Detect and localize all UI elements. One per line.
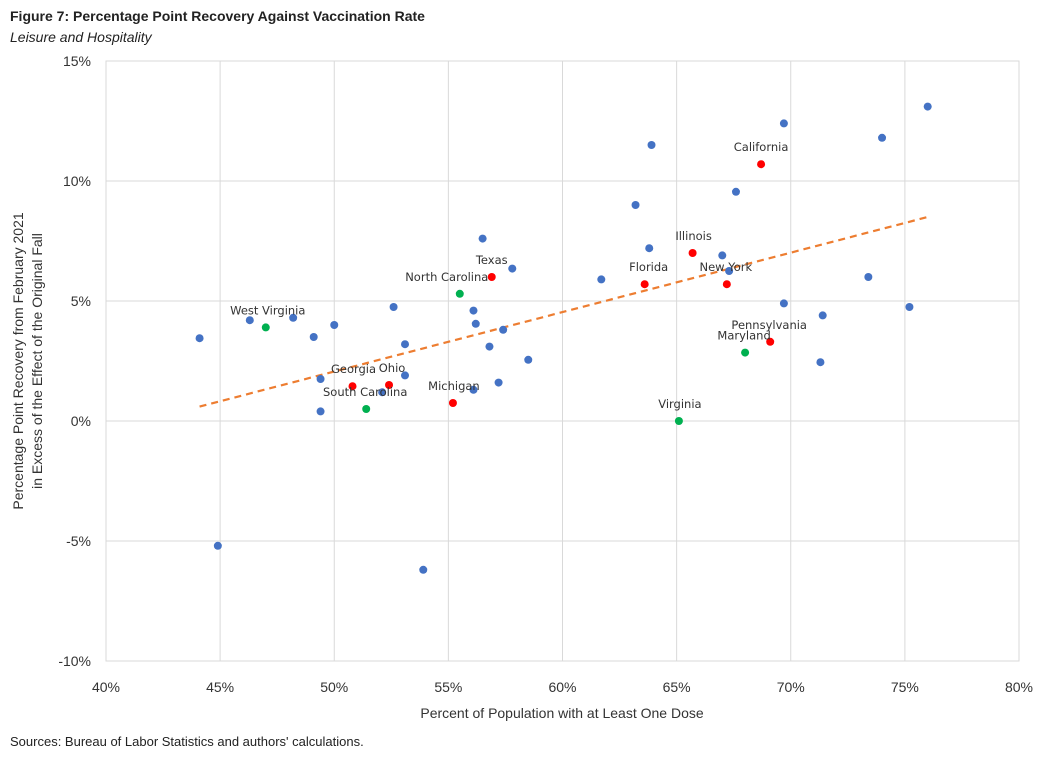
y-tick-label: 5% [71, 293, 91, 309]
data-point [289, 313, 298, 322]
point-label: North Carolina [405, 270, 488, 284]
point-label: New York [700, 260, 753, 274]
data-point [508, 264, 517, 273]
point-label: Illinois [675, 229, 712, 243]
data-point [478, 234, 487, 243]
data-point [389, 303, 398, 311]
point-label: Georgia [331, 362, 376, 376]
figure-subtitle: Leisure and Hospitality [10, 29, 152, 45]
data-points [195, 102, 932, 574]
point-label: Maryland [717, 329, 770, 343]
data-point [469, 306, 478, 315]
data-point [779, 299, 788, 308]
point-texas [487, 273, 496, 281]
point-label: Virginia [658, 397, 701, 411]
point-illinois [688, 249, 697, 257]
point-label: Florida [629, 260, 668, 274]
point-ohio [385, 381, 394, 389]
point-pennsylvania [766, 337, 775, 346]
y-axis-label-line-1: Percentage Point Recovery from February … [10, 212, 26, 509]
y-tick-label: -5% [66, 533, 91, 549]
plot-area: 40% 45% 50% 55% 60% 65% 70% 75% 80% 15% 10% 5% 0% -5… [58, 53, 1033, 695]
data-point [923, 102, 932, 111]
y-tick-label: 10% [63, 173, 91, 189]
y-axis-label-line-2: in Excess of the Effect of the Original … [29, 233, 45, 489]
figure-title: Figure 7: Percentage Point Recovery Agai… [10, 8, 425, 24]
point-california [757, 160, 766, 169]
y-tick-label: 15% [63, 53, 91, 69]
data-point [401, 371, 410, 380]
data-point [645, 244, 654, 253]
data-point [725, 267, 734, 275]
gridlines [106, 61, 1019, 661]
y-axis-ticks: 15% 10% 5% 0% -5% -10% [58, 53, 91, 669]
data-point [818, 311, 827, 320]
data-point [378, 388, 387, 397]
data-point [419, 565, 428, 574]
data-point [597, 275, 606, 284]
trendline [199, 215, 928, 408]
x-tick-label: 50% [320, 679, 348, 695]
point-west-virginia [261, 323, 270, 332]
point-labels: West Virginia North Carolina South Carolin… [230, 140, 807, 411]
data-point [469, 385, 478, 394]
point-label: Pennsylvania [731, 318, 807, 332]
data-point [631, 201, 640, 209]
point-label: South Carolina [323, 385, 407, 399]
data-point [213, 541, 222, 550]
figure-source: Sources: Bureau of Labor Statistics and … [10, 734, 364, 749]
data-point [316, 375, 325, 383]
point-georgia [348, 382, 357, 391]
point-label: California [734, 140, 789, 154]
data-point [647, 141, 656, 149]
x-tick-label: 45% [206, 679, 234, 695]
data-point [471, 319, 480, 328]
data-point [494, 378, 503, 387]
point-virginia [674, 417, 683, 425]
x-tick-label: 65% [663, 679, 691, 695]
y-tick-label: -10% [58, 653, 91, 669]
x-tick-label: 80% [1005, 679, 1033, 695]
point-label: Ohio [379, 361, 406, 375]
y-axis-label: Percentage Point Recovery from February … [10, 212, 45, 509]
x-tick-label: 55% [434, 679, 462, 695]
data-point [731, 187, 740, 196]
data-point [499, 325, 508, 334]
data-point [316, 407, 325, 416]
point-michigan [448, 399, 457, 407]
data-point [309, 333, 318, 341]
point-north-carolina [455, 289, 464, 298]
x-tick-label: 70% [777, 679, 805, 695]
point-florida [640, 280, 649, 289]
data-point [864, 273, 873, 281]
x-axis-label: Percent of Population with at Least One … [420, 705, 703, 721]
data-point [245, 316, 254, 325]
data-point [878, 133, 887, 142]
point-label: West Virginia [230, 303, 305, 317]
point-maryland [741, 348, 750, 357]
point-new-york [722, 280, 731, 289]
data-point [718, 251, 727, 260]
data-point [816, 358, 825, 367]
data-point [779, 119, 788, 128]
point-south-carolina [362, 405, 371, 413]
x-tick-label: 60% [548, 679, 576, 695]
data-point [195, 334, 204, 343]
data-point [330, 321, 339, 329]
x-tick-label: 75% [891, 679, 919, 695]
point-label: Michigan [428, 379, 480, 393]
x-tick-label: 40% [92, 679, 120, 695]
data-point [401, 340, 410, 349]
data-point [905, 303, 914, 311]
x-axis-ticks: 40% 45% 50% 55% 60% 65% 70% 75% 80% [92, 679, 1033, 695]
data-point [524, 355, 533, 364]
point-label: Texas [475, 253, 508, 267]
y-tick-label: 0% [71, 413, 91, 429]
data-point [485, 342, 494, 351]
